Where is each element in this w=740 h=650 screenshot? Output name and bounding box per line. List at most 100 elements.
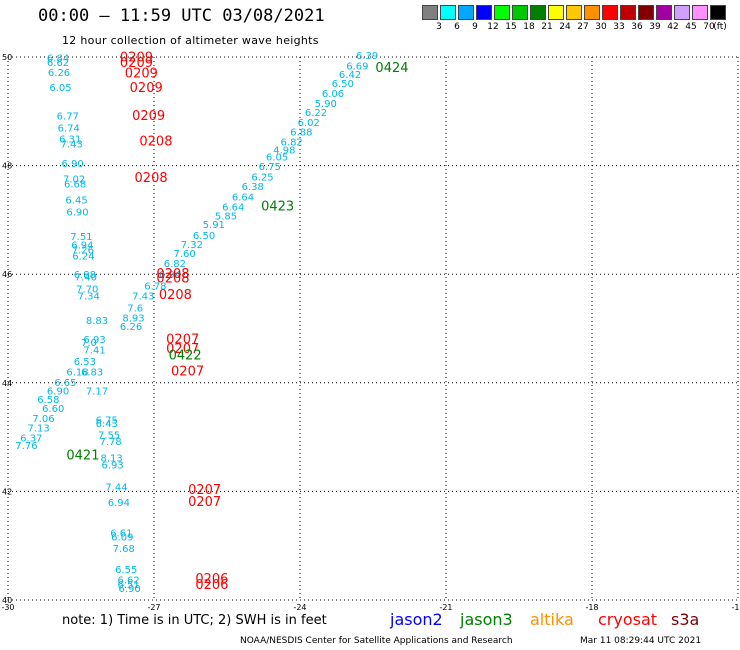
legend-swatch-label: 42 <box>667 22 679 32</box>
wave-height-label: 6.22 <box>305 108 327 119</box>
wave-height-label: 6.61 <box>110 528 132 539</box>
wave-height-label: 6.69 <box>346 61 368 72</box>
pass-time-labels: 0209020902090209020902080208020802080208… <box>66 50 408 593</box>
wave-height-label: 6.05 <box>266 153 288 164</box>
footer-credit: NOAA/NESDIS Center for Satellite Applica… <box>240 636 513 646</box>
wave-height-label: 6.38 <box>242 182 264 193</box>
wave-height-label: 6.88 <box>74 270 96 281</box>
lat-tick-label: 48 <box>2 162 12 171</box>
legend-swatch-label: 12 <box>487 22 499 32</box>
wave-height-label: 6.62 <box>47 58 69 69</box>
pass-time-label: 0208 <box>139 135 172 150</box>
pass-time-label: 0209 <box>120 50 153 65</box>
legend-swatch-label: 33 <box>613 22 625 32</box>
wave-height-label: 6.05 <box>49 83 71 94</box>
wave-height-label: 5.85 <box>215 211 237 222</box>
pass-time-label: 0207 <box>171 365 204 380</box>
wave-height-label: 7.41 <box>83 345 105 356</box>
legend-swatch-label: 3 <box>436 22 442 32</box>
legend-swatch-label: 36 <box>631 22 643 32</box>
wave-height-label: 6.94 <box>71 241 93 252</box>
wave-height-label: 6.25 <box>251 172 273 183</box>
pass-time-label: 0208 <box>135 171 168 186</box>
wave-height-label: 7.76 <box>15 441 37 452</box>
pass-time-label: 0421 <box>66 448 99 463</box>
legend-swatch <box>566 5 582 20</box>
wave-height-label: 6.90 <box>118 584 140 595</box>
wave-height-label: 7.32 <box>181 240 203 251</box>
legend-unit: (ft) <box>713 22 727 32</box>
legend-swatch-label: 27 <box>577 22 589 32</box>
wave-height-label: 6.42 <box>339 70 361 81</box>
legend-swatch-label: 24 <box>559 22 571 32</box>
satellite-legend-item: jason3 <box>460 610 513 629</box>
legend-swatch <box>530 5 546 20</box>
wave-height-label: 6.24 <box>72 252 94 263</box>
wave-height-label: 7.6 <box>127 304 143 315</box>
wave-height-label: 7.70 <box>76 285 98 296</box>
page-subtitle: 12 hour collection of altimeter wave hei… <box>62 34 319 47</box>
legend-swatch-label: 9 <box>472 22 478 32</box>
legend-swatch <box>548 5 564 20</box>
wave-height-label: 6.60 <box>42 404 64 415</box>
units-note: note: 1) Time is in UTC; 2) SWH is in fe… <box>62 613 327 628</box>
wave-height-label: 6.74 <box>58 123 80 134</box>
wave-height-labels: 6.846.626.266.056.776.746.317.436.907.02… <box>15 51 378 595</box>
pass-time-label: 0208 <box>156 267 189 282</box>
wave-height-label: 6.88 <box>290 128 312 139</box>
wave-height-label: 6.45 <box>65 196 87 207</box>
legend-swatch-label: 30 <box>595 22 607 32</box>
wave-height-label: 6.65 <box>54 378 76 389</box>
pass-time-label: 0206 <box>195 578 228 593</box>
wave-height-label: 6.50 <box>193 231 215 242</box>
wave-height-label: 6.77 <box>57 111 79 122</box>
pass-time-label: 0209 <box>130 81 163 96</box>
map-axes: -30 -27 -24 -21 -18 -15 40 42 44 46 48 50 <box>1 53 740 612</box>
wave-height-label: 6.93 <box>101 461 123 472</box>
wave-height-label: 5.90 <box>315 99 337 110</box>
lon-tick-label: -21 <box>439 603 452 612</box>
wave-height-label: 6.31 <box>59 134 81 145</box>
legend-swatch-label: 39 <box>649 22 661 32</box>
legend-swatch <box>710 5 726 20</box>
wave-height-label: 4.98 <box>273 146 295 157</box>
wave-height-label: 7.44 <box>105 482 127 493</box>
legend-swatch-label: 70 <box>703 22 715 32</box>
wave-height-label: 6.64 <box>232 192 254 203</box>
wave-height-label: 7.17 <box>86 387 108 398</box>
legend-swatch-label: 21 <box>541 22 553 32</box>
wave-height-label: 6.64 <box>222 203 244 214</box>
wave-height-label: 6.50 <box>332 79 354 90</box>
pass-time-label: 0424 <box>375 61 408 76</box>
lon-tick-label: -30 <box>1 603 14 612</box>
pass-time-label: 0209 <box>125 67 158 82</box>
wave-height-label: 7.26 <box>72 246 94 257</box>
wave-height-label: 8.13 <box>100 454 122 465</box>
satellite-legend-item: altika <box>530 610 574 629</box>
pass-time-label: 0206 <box>195 572 228 587</box>
wave-height-label: 6.82 <box>164 259 186 270</box>
pass-time-label: 0209 <box>120 56 153 71</box>
legend-swatch <box>494 5 510 20</box>
pass-time-label: 0207 <box>188 495 221 510</box>
wave-height-label: 7.60 <box>173 249 195 260</box>
satellite-legend-item: cryosat <box>598 610 658 629</box>
wave-height-label: 7.40 <box>75 273 97 284</box>
wave-height-label: 6.51 <box>118 580 140 591</box>
footer-timestamp: Mar 11 08:29:44 UTC 2021 <box>580 636 702 646</box>
wave-height-label: 6.02 <box>298 118 320 129</box>
legend-swatch <box>602 5 618 20</box>
wave-height-label: 7.06 <box>32 414 54 425</box>
wave-height-label: 6.90 <box>62 159 84 170</box>
wave-height-label: 6.43 <box>96 419 118 430</box>
lat-tick-label: 44 <box>2 379 12 388</box>
wave-height-label: 6.06 <box>322 89 344 100</box>
pass-time-label: 0422 <box>169 348 202 363</box>
lon-tick-label: -27 <box>147 603 160 612</box>
wave-height-label: 7.43 <box>132 292 154 303</box>
color-legend: 3 6 9 12 15 18 21 24 27 30 33 36 39 42 45 70 (ft) <box>422 5 728 35</box>
wave-height-label: 6.84 <box>47 53 69 64</box>
satellite-legend-item: s3a <box>671 610 700 629</box>
